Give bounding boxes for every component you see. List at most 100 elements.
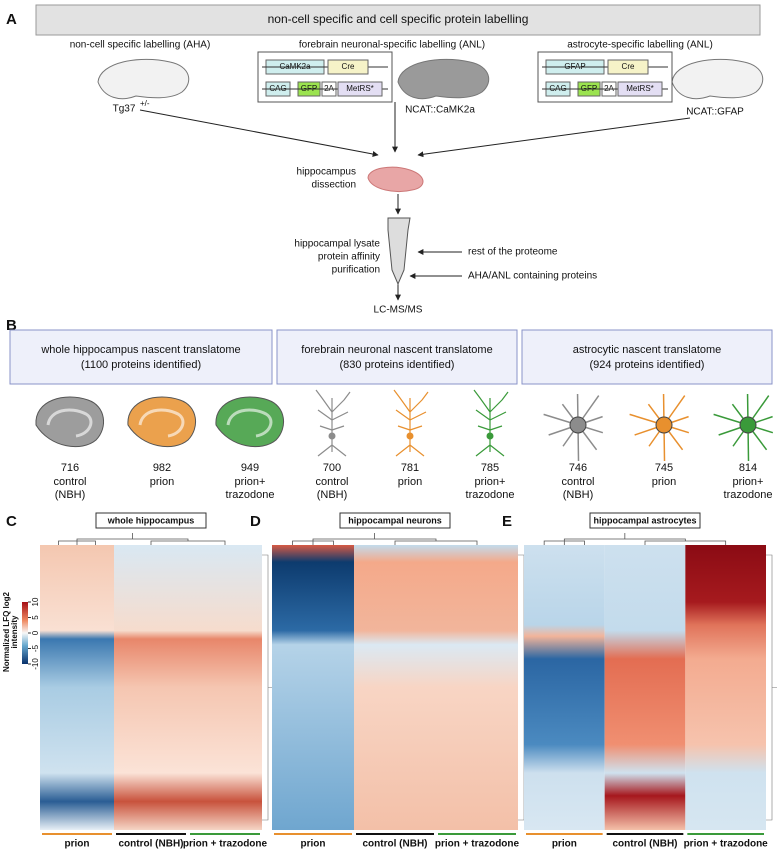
strain: NCAT::CaMK2a [405,105,475,116]
group-label: prion + trazodone [684,839,769,850]
hippocampus-fold [138,408,185,438]
colorbar [22,602,28,664]
colorbar-tick-label: -5 [31,644,40,652]
hippocampus-icon [215,396,284,448]
heatmap-block [354,545,436,830]
group-label: (NBH) [317,489,348,501]
colorbar-tick-label: 10 [31,597,40,606]
count: 814 [739,462,757,474]
construct-label: MetRS* [346,84,374,93]
count: 746 [569,462,587,474]
box-subtitle: (1100 proteins identified) [81,359,201,371]
group-label: prion+ [733,476,764,488]
astrocyte-soma [739,416,757,434]
group-label: control [561,476,594,488]
box-title: astrocytic nascent translatome [573,344,722,356]
heatmap-block [436,545,518,830]
strain: NCAT::GFAP [686,107,744,118]
count: 949 [241,462,259,474]
group-label: prion [150,476,174,488]
count: 745 [655,462,673,474]
construct-label: Cre [622,62,635,71]
astrocyte-soma [569,416,587,434]
label: dissection [312,180,356,191]
hippocampus [367,166,424,192]
heatmap-block [272,545,354,830]
colorbar-tick-label: -10 [31,658,40,670]
construct-part [337,81,383,97]
astrocyte-icon [629,393,690,462]
heatmap-block [685,545,766,830]
panel-letter: D [250,513,261,530]
count: 716 [61,462,79,474]
panel-letter: A [6,11,17,28]
dendrogram [58,533,226,545]
group-label: prion+ [475,476,506,488]
arrows [139,102,691,301]
panel-letter: C [6,513,17,530]
group-label: control [53,476,86,488]
translatome-box [276,329,518,385]
count: 982 [153,462,171,474]
translatome-box [9,329,273,385]
label: purification [332,265,380,276]
count: 781 [401,462,419,474]
group-label: prion + trazodone [183,839,268,850]
label: non-cell specific labelling (AHA) [70,40,211,51]
label: hippocampal lysate [294,239,380,250]
group-label: control (NBH) [119,839,184,850]
count: 785 [481,462,499,474]
header-box [35,4,761,36]
brain [97,58,764,100]
box-title: forebrain neuronal nascent translatome [301,344,492,356]
colorbar-label: Normalized LFQ log2 [2,591,11,672]
group-label: prion+ [235,476,266,488]
heatmap-block [40,545,114,830]
construct-part [607,59,649,75]
strain-superscript: +/- [140,99,150,108]
group-label: trazodone [466,489,515,501]
group-label: trazodone [724,489,773,501]
row-dendrogram [766,554,777,821]
box-subtitle: (924 proteins identified) [590,359,705,371]
group-label: prion [301,839,326,850]
label: LC-MS/MS [374,305,423,316]
hippocampus-fold [226,408,273,438]
heatmap-block [188,545,262,830]
heatmap-block [114,545,188,830]
heatmap-title: whole hippocampus [107,515,195,525]
construct-label: Cre [342,62,355,71]
translatome-box [521,329,773,385]
heatmap-title: hippocampal astrocytes [593,515,696,525]
colorbar-tick-label: 5 [31,615,40,620]
astrocyte-icon [713,393,774,462]
label: rest of the proteome [468,247,558,258]
construct-label: MetRS* [626,84,654,93]
heatmap-title-box [95,512,207,529]
tube [387,217,411,286]
group-label: prion [398,476,422,488]
astrocyte-soma [655,416,673,434]
strain: Tg37 [113,104,136,115]
group-label: control (NBH) [363,839,428,850]
label: protein affinity [318,252,380,263]
header-title: non-cell specific and cell specific prot… [268,12,529,26]
hippocampus-fold [46,408,93,438]
hippocampus-icon [35,396,104,448]
construct-part [617,81,663,97]
dendrogram [543,533,727,545]
panel-letter: B [6,317,17,334]
neuron-soma [486,432,494,440]
label: astrocyte-specific labelling (ANL) [567,40,713,51]
group-label: trazodone [226,489,275,501]
label: AHA/ANL containing proteins [468,271,597,282]
group-label: prion [552,839,577,850]
group-label: control (NBH) [613,839,678,850]
label: hippocampus [297,167,356,178]
dendrogram [292,533,478,545]
label: forebrain neuronal-specific labelling (A… [299,40,485,51]
box-subtitle: (830 proteins identified) [340,359,455,371]
box-title: whole hippocampus nascent translatome [40,344,240,356]
heatmap-block [524,545,605,830]
colorbar-label: intensity [10,615,19,648]
